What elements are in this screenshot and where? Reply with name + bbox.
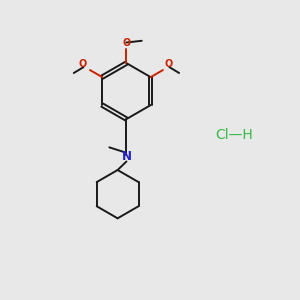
Text: N: N (122, 150, 131, 163)
Text: O: O (122, 38, 130, 47)
Text: O: O (79, 59, 87, 69)
Text: O: O (165, 59, 173, 69)
Text: Cl—H: Cl—H (215, 128, 253, 142)
